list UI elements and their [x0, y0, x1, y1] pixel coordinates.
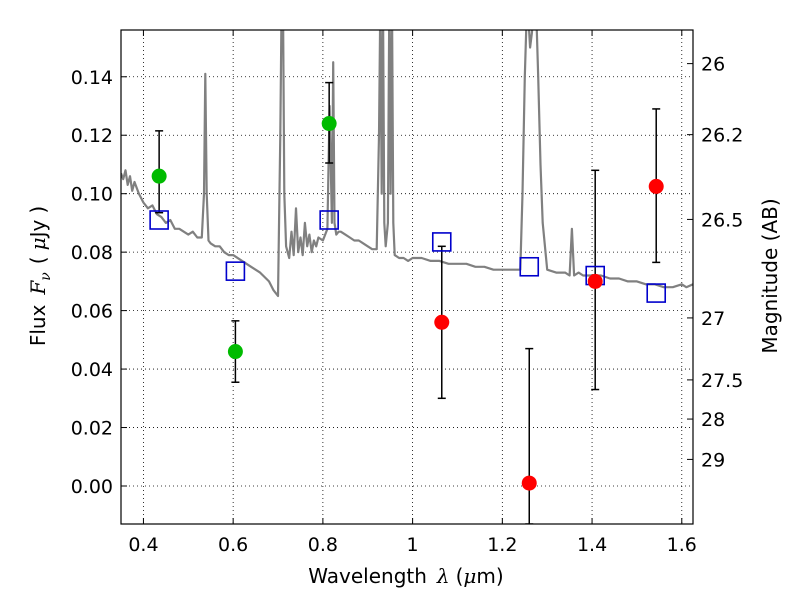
x-tick-label: 0.6 [218, 534, 248, 556]
green-data-point [321, 116, 337, 132]
red-data-point [587, 273, 603, 289]
x-tick-label: 0.4 [128, 534, 158, 556]
y2-tick-label: 29 [701, 449, 725, 471]
model-photometry-box [319, 210, 339, 230]
model-photometry-box [519, 256, 540, 277]
y-tick-label: 0.02 [71, 418, 113, 440]
y2-tick-labels: 26 26.2 26.5 27 27.5 28 29 [701, 54, 743, 472]
x-tick-label: 0.8 [308, 534, 338, 556]
axis-ticks [121, 30, 693, 524]
y-tick-label: 0.12 [71, 125, 113, 147]
y2-tick-label: 26.2 [701, 125, 743, 147]
green-data-point [227, 344, 243, 360]
red-data-point [521, 475, 537, 491]
model-photometry-box [646, 283, 667, 303]
red-data-point [434, 314, 450, 330]
model-spectrum [121, 30, 693, 298]
y2-axis-label: Magnitude (AB) [758, 198, 782, 353]
y-tick-label: 0.10 [71, 184, 113, 206]
y2-tick-label: 26.5 [701, 209, 743, 231]
red-data-point [648, 178, 664, 194]
x-tick-labels: 0.4 0.6 0.8 1 1.2 1.4 1.6 [128, 534, 697, 556]
y-tick-label: 0.06 [71, 301, 113, 323]
x-tick-label: 1.6 [667, 534, 697, 556]
y-tick-labels: 0.00 0.02 0.04 0.06 0.08 0.10 0.12 0.14 [71, 67, 113, 498]
y-tick-label: 0.04 [71, 359, 113, 381]
y2-tick-label: 27 [701, 308, 725, 330]
model-photometry-box [431, 232, 452, 252]
model-photometry-box [225, 261, 246, 281]
plot-frame [120, 29, 694, 525]
observed-points [151, 116, 664, 491]
y2-tick-label: 27.5 [701, 370, 743, 392]
grid [121, 30, 693, 524]
x-tick-label: 1.4 [577, 534, 607, 556]
model-photometry-box [149, 210, 169, 230]
y-axis-label: FluxFν(μJy) [26, 206, 54, 346]
x-axis-label: Wavelength λ (μm) [308, 564, 503, 588]
y-tick-label: 0.14 [71, 67, 113, 89]
model-photometry-boxes [149, 210, 667, 303]
y2-tick-label: 28 [701, 409, 725, 431]
y2-tick-label: 26 [701, 54, 725, 76]
model-spectrum-line [121, 30, 693, 298]
y-tick-label: 0.08 [71, 242, 113, 264]
y-tick-label: 0.00 [71, 476, 113, 498]
green-data-point [151, 168, 167, 184]
x-tick-label: 1.2 [487, 534, 517, 556]
x-tick-label: 1 [407, 534, 419, 556]
